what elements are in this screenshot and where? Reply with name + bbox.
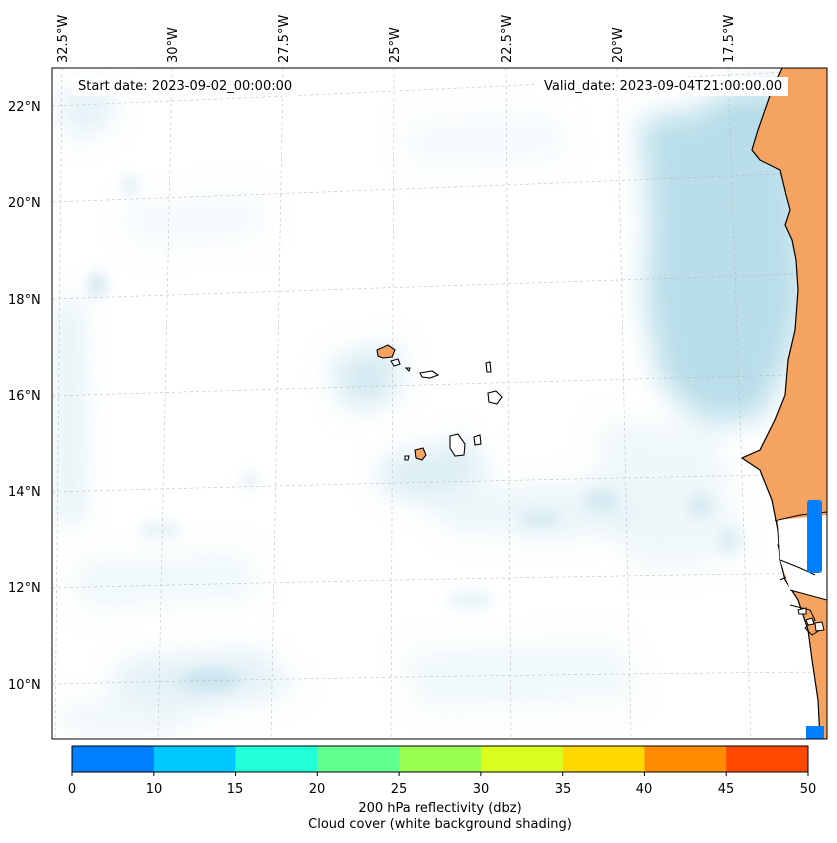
- lon-label: 22.5°W: [500, 15, 515, 63]
- colorbar-tick-label: 20: [308, 782, 326, 797]
- bissagos-islands: [797, 607, 825, 632]
- island-sao-nicolau: [419, 370, 440, 379]
- lon-label: 27.5°W: [277, 15, 292, 63]
- lat-label: 10°N: [8, 678, 41, 693]
- colorbar: [71, 745, 809, 776]
- lon-label: 20°W: [611, 27, 626, 63]
- gridlines: [52, 68, 827, 739]
- colorbar-tick-label: 15: [226, 782, 244, 797]
- lat-label: 18°N: [8, 293, 41, 308]
- colorbar-tick-label: 10: [145, 782, 163, 797]
- island-sal: [485, 361, 492, 373]
- reflectivity-patch-small: [806, 726, 824, 739]
- colorbar-tick-label: 45: [717, 782, 735, 797]
- lon-label: 32.5°W: [56, 15, 71, 63]
- lon-label: 17.5°W: [722, 15, 737, 63]
- island-santiago: [449, 433, 466, 457]
- colorbar-segment: [480, 746, 564, 772]
- colorbar-segment: [399, 746, 482, 772]
- lat-label: 12°N: [8, 581, 41, 596]
- island-sao-vicente: [390, 358, 401, 367]
- cloud-cover-detail: [87, 175, 742, 692]
- lon-label: 30°W: [166, 27, 181, 63]
- colorbar-segment: [153, 746, 237, 772]
- colorbar-segment: [562, 746, 645, 772]
- lat-label: 14°N: [8, 485, 41, 500]
- colorbar-subtitle: Cloud cover (white background shading): [308, 817, 572, 832]
- colorbar-frame: [71, 745, 809, 773]
- lat-label: 22°N: [8, 100, 41, 115]
- map-frame: [51, 67, 828, 740]
- latitude-labels: 22°N 20°N 18°N 16°N 14°N 12°N 10°N: [8, 100, 41, 693]
- map-area: [52, 68, 827, 739]
- lat-label: 16°N: [8, 389, 41, 404]
- island-fogo: [414, 447, 427, 461]
- colorbar-tick-label: 35: [554, 782, 572, 797]
- colorbar-segment: [726, 746, 809, 772]
- colorbar-tick-label: 40: [635, 782, 653, 797]
- lat-label: 20°N: [8, 196, 41, 211]
- colorbar-tick-label: 0: [67, 782, 77, 797]
- lon-label: 25°W: [388, 27, 403, 63]
- colorbar-segment: [644, 746, 727, 772]
- start-date-label: Start date: 2023-09-02_00:00:00: [72, 77, 299, 96]
- cape-verde-islands: [376, 344, 503, 461]
- island-santa-luzia: [404, 367, 411, 373]
- colorbar-tick-label: 50: [799, 782, 817, 797]
- island-boa-vista: [487, 390, 503, 405]
- colorbar-segment: [235, 746, 318, 772]
- island-maio: [473, 434, 482, 446]
- colorbar-title: 200 hPa reflectivity (dbz): [358, 801, 522, 816]
- island-santo-antao: [376, 344, 396, 359]
- colorbar-segment: [72, 746, 155, 772]
- colorbar-segment: [317, 746, 400, 772]
- island-brava: [404, 455, 410, 461]
- longitude-labels: 32.5°W 30°W 27.5°W 25°W 22.5°W 20°W 17.5…: [56, 15, 737, 63]
- valid-date-label: Valid_date: 2023-09-04T21:00:00.00: [538, 77, 789, 96]
- reflectivity-patch: [807, 500, 822, 573]
- colorbar-tick-label: 25: [390, 782, 408, 797]
- colorbar-tick-label: 30: [472, 782, 490, 797]
